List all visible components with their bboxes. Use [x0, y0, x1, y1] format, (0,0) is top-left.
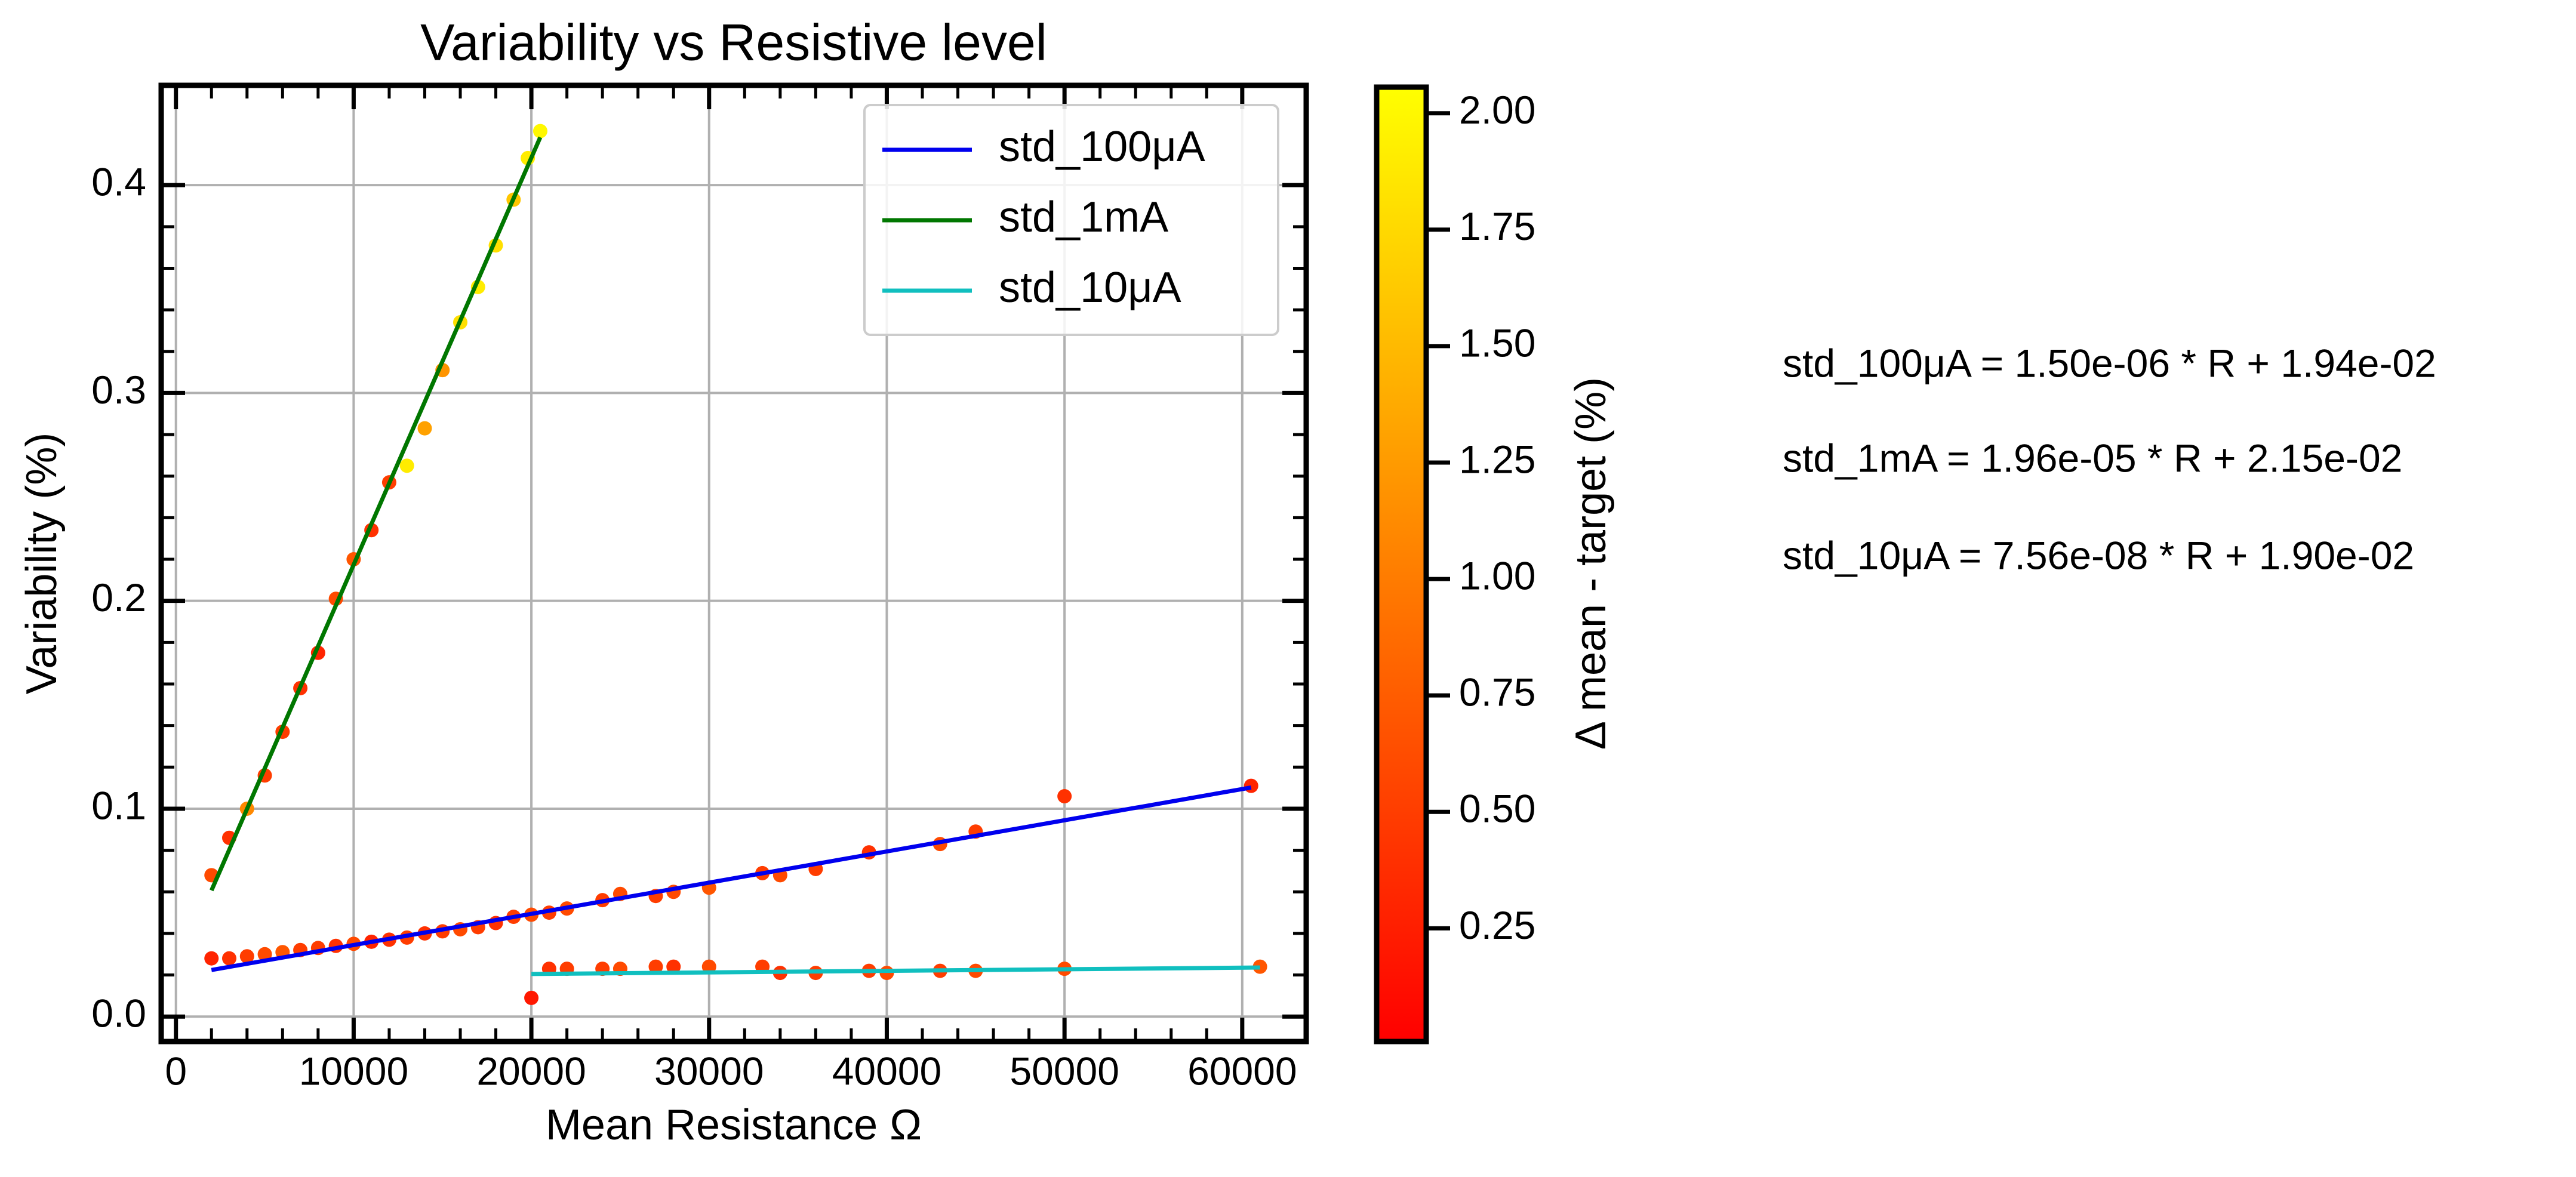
x-axis-label: Mean Resistance Ω — [546, 1101, 922, 1149]
point — [257, 947, 272, 962]
colorbar-tick-label: 0.50 — [1459, 787, 1535, 831]
colorbar-tick-label: 1.25 — [1459, 437, 1535, 481]
annotation: std_10μA = 7.56e-08 * R + 1.90e-02 — [1783, 533, 2414, 577]
x-tick-label: 0 — [165, 1049, 187, 1093]
fit-line — [531, 965, 1260, 976]
colorbar-tick-label: 0.25 — [1459, 903, 1535, 947]
x-tick-label: 40000 — [832, 1049, 942, 1093]
point — [533, 124, 547, 138]
y-tick-label: 0.2 — [91, 575, 146, 620]
x-tick-label: 50000 — [1010, 1049, 1119, 1093]
point — [222, 951, 237, 966]
point — [417, 421, 432, 436]
point — [524, 990, 539, 1005]
legend-label: std_10μA — [999, 264, 1181, 312]
point — [648, 959, 663, 974]
point — [1057, 789, 1072, 804]
annotation: std_100μA = 1.50e-06 * R + 1.94e-02 — [1783, 341, 2436, 385]
fit-line — [210, 136, 543, 892]
y-tick-label: 0.0 — [91, 991, 146, 1036]
colorbar-tick-label: 0.75 — [1459, 670, 1535, 714]
annotation: std_1mA = 1.96e-05 * R + 2.15e-02 — [1783, 436, 2402, 480]
legend-label: std_1mA — [999, 193, 1168, 241]
point — [204, 951, 219, 966]
x-tick-label: 20000 — [476, 1049, 586, 1093]
y-tick-label: 0.4 — [91, 160, 146, 204]
point — [666, 959, 681, 974]
y-tick-label: 0.1 — [91, 783, 146, 827]
colorbar-tick-label: 1.75 — [1459, 204, 1535, 248]
colorbar-tick-label: 2.00 — [1459, 88, 1535, 132]
point — [701, 959, 716, 974]
y-axis-label: Variability (%) — [18, 433, 66, 695]
colorbar-tick-label: 1.00 — [1459, 554, 1535, 598]
colorbar-label: Δ mean - target (%) — [1567, 377, 1615, 750]
x-tick-label: 30000 — [654, 1049, 764, 1093]
plot-frame — [158, 82, 1309, 1044]
colorbar — [1374, 84, 1429, 1044]
legend-label: std_100μA — [999, 123, 1205, 171]
colorbar-tick-label: 1.50 — [1459, 321, 1535, 365]
point — [399, 458, 414, 473]
legend-box — [863, 104, 1279, 336]
x-tick-label: 10000 — [299, 1049, 409, 1093]
fit-line — [211, 785, 1252, 972]
chart-title: Variability vs Resistive level — [420, 14, 1047, 72]
y-tick-label: 0.3 — [91, 368, 146, 412]
point — [1252, 959, 1267, 974]
point — [239, 949, 254, 964]
point — [1244, 778, 1258, 793]
x-tick-label: 60000 — [1187, 1049, 1297, 1093]
